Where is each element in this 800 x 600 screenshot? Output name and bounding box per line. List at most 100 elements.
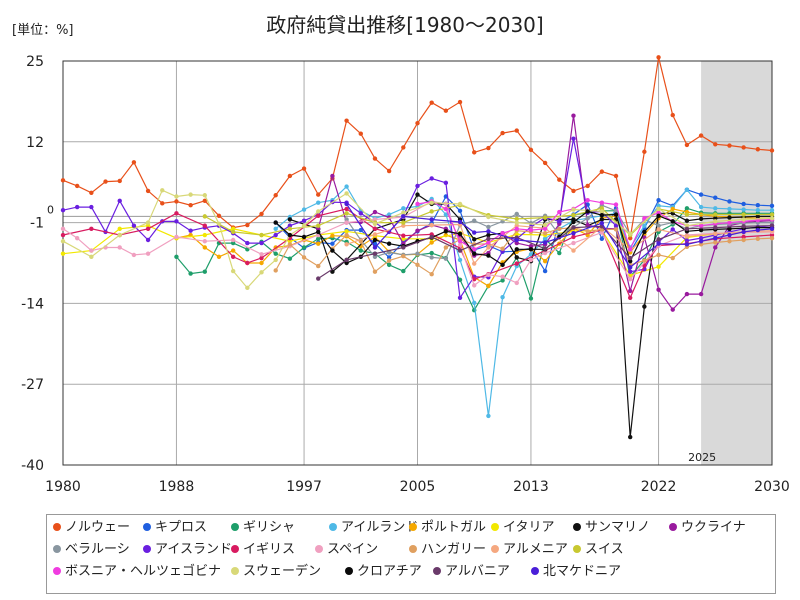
legend-label: イギリス [243,542,296,557]
data-point [457,219,463,225]
data-point [60,226,66,232]
data-point [542,160,548,166]
data-point [301,245,307,250]
x-tick-label: 1988 [159,479,195,495]
data-point [429,255,434,260]
data-point [443,212,449,217]
data-point [60,251,66,256]
data-point [514,128,519,133]
data-point [457,208,463,213]
data-point [656,252,661,258]
data-point [344,260,349,266]
data-point [656,237,661,242]
data-point [457,201,463,207]
legend-label: スウェーデン [243,564,322,579]
data-point [514,226,519,232]
data-point [656,223,661,228]
data-point [386,258,392,263]
data-point [571,248,576,253]
data-point [457,277,463,282]
data-point [769,212,775,217]
data-point [202,193,207,198]
data-point [230,248,236,253]
legend-label: キプロス [155,520,208,535]
data-point [713,235,718,241]
data-point [571,234,576,240]
data-point [528,227,534,233]
legend-marker [409,544,417,553]
data-point [344,229,349,234]
data-point [160,188,165,193]
data-point [599,217,605,222]
series-line [62,189,773,289]
data-point [585,216,590,221]
forecast-label: 2025 [688,451,716,464]
legend-marker [573,522,581,531]
series-line [275,185,772,416]
data-point [670,219,675,224]
data-point [769,232,775,238]
data-point [684,187,690,192]
data-point [670,206,675,212]
legend-label: サンマリノ [585,520,651,535]
data-point [769,148,775,153]
data-point [486,229,491,234]
data-point [401,236,406,241]
data-point [344,242,349,247]
data-point [145,226,151,232]
data-point [415,192,420,197]
data-point [117,245,122,250]
data-point [741,224,746,229]
data-point [330,173,335,179]
data-point [528,257,534,263]
data-point [429,222,434,228]
data-point [174,211,179,216]
data-point [585,222,590,228]
data-point [755,147,761,152]
data-point [344,220,349,225]
data-point [429,100,434,105]
data-point [287,173,293,179]
data-point [259,232,264,238]
data-point [457,99,463,105]
data-point [287,226,293,232]
data-point [514,280,519,286]
data-point [245,240,250,246]
data-point [628,269,633,274]
data-point [684,223,690,228]
data-point [316,192,321,197]
legend-item: スイス [573,541,624,559]
data-point [287,242,293,247]
legend-item: スウェーデン [231,563,321,581]
x-tick-label: 1997 [286,479,322,495]
legend-item: ボスニア・ヘルツェゴビナ [53,563,221,581]
data-point [174,194,179,199]
data-point [443,206,449,212]
data-point [372,245,378,250]
data-point [599,209,605,214]
data-point [443,256,449,261]
data-point [557,209,562,215]
data-point [599,221,605,226]
legend-label: アイルランド [341,520,419,535]
data-point [741,212,746,217]
data-point [642,258,647,263]
legend-marker [409,522,417,531]
data-point [174,254,179,259]
data-point [457,239,463,244]
legend-item: スペイン [315,541,378,559]
data-point [372,237,378,243]
data-point [542,240,548,245]
data-point [514,216,519,222]
data-point [500,294,505,300]
data-point [386,168,392,174]
data-point [287,256,293,261]
data-point [557,219,562,224]
data-point [372,232,378,237]
data-point [599,212,605,218]
data-point [372,226,378,232]
data-point [259,260,264,266]
data-point [642,304,647,309]
data-point [443,180,449,186]
data-point [145,251,151,256]
